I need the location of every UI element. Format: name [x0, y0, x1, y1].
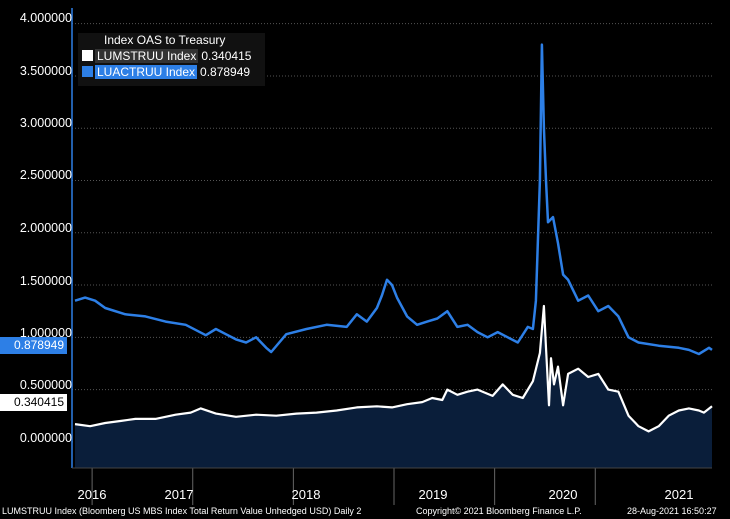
- y-tick-label: 4.000000: [19, 11, 72, 25]
- x-tick-label: 2021: [664, 487, 694, 502]
- lumstruu-last-value-marker: 0.340415: [0, 394, 67, 411]
- legend-item-name: LUACTRUU Index: [95, 65, 198, 79]
- legend-item-value: 0.340415: [201, 49, 252, 63]
- gridlines: [72, 23, 712, 443]
- footer-description: LUMSTRUU Index (Bloomberg US MBS Index T…: [2, 506, 362, 516]
- footer-bar: LUMSTRUU Index (Bloomberg US MBS Index T…: [0, 505, 730, 519]
- y-tick-label: 2.500000: [19, 168, 72, 182]
- y-tick-label: 0.000000: [19, 431, 72, 445]
- lumstruu-series-line: [74, 304, 713, 433]
- x-tick-label: 2020: [548, 487, 578, 502]
- legend-item-value: 0.878949: [200, 65, 251, 79]
- luactruu-series-line: [74, 43, 713, 356]
- lumstruu-area-fill: [75, 306, 712, 468]
- x-tick-label: 2019: [418, 487, 448, 502]
- legend-swatch: [82, 66, 93, 77]
- legend-item-name: LUMSTRUU Index: [95, 49, 199, 63]
- y-tick-label: 3.500000: [19, 64, 72, 78]
- legend-item-lumstruu: LUMSTRUU Index 0.340415: [82, 49, 251, 64]
- x-tick-label: 2018: [291, 487, 321, 502]
- legend: Index OAS to Treasury LUMSTRUU Index 0.34…: [78, 33, 265, 86]
- y-tick-label: 1.500000: [19, 274, 72, 288]
- y-tick-label: 2.000000: [19, 221, 72, 235]
- y-tick-label: 0.500000: [19, 378, 72, 392]
- x-tick-label: 2017: [164, 487, 194, 502]
- legend-swatch: [82, 50, 93, 61]
- legend-item-luactruu: LUACTRUU Index 0.878949: [82, 65, 250, 80]
- footer-copyright: Copyright© 2021 Bloomberg Finance L.P.: [416, 506, 582, 516]
- y-tick-label: 1.000000: [19, 326, 72, 340]
- luactruu-last-value-marker: 0.878949: [0, 337, 67, 354]
- footer-timestamp: 28-Aug-2021 16:50:27: [627, 506, 717, 516]
- year-separators: [91, 468, 596, 505]
- chart-title: Index OAS to Treasury: [104, 33, 226, 47]
- y-tick-label: 3.000000: [19, 116, 72, 130]
- x-tick-label: 2016: [77, 487, 107, 502]
